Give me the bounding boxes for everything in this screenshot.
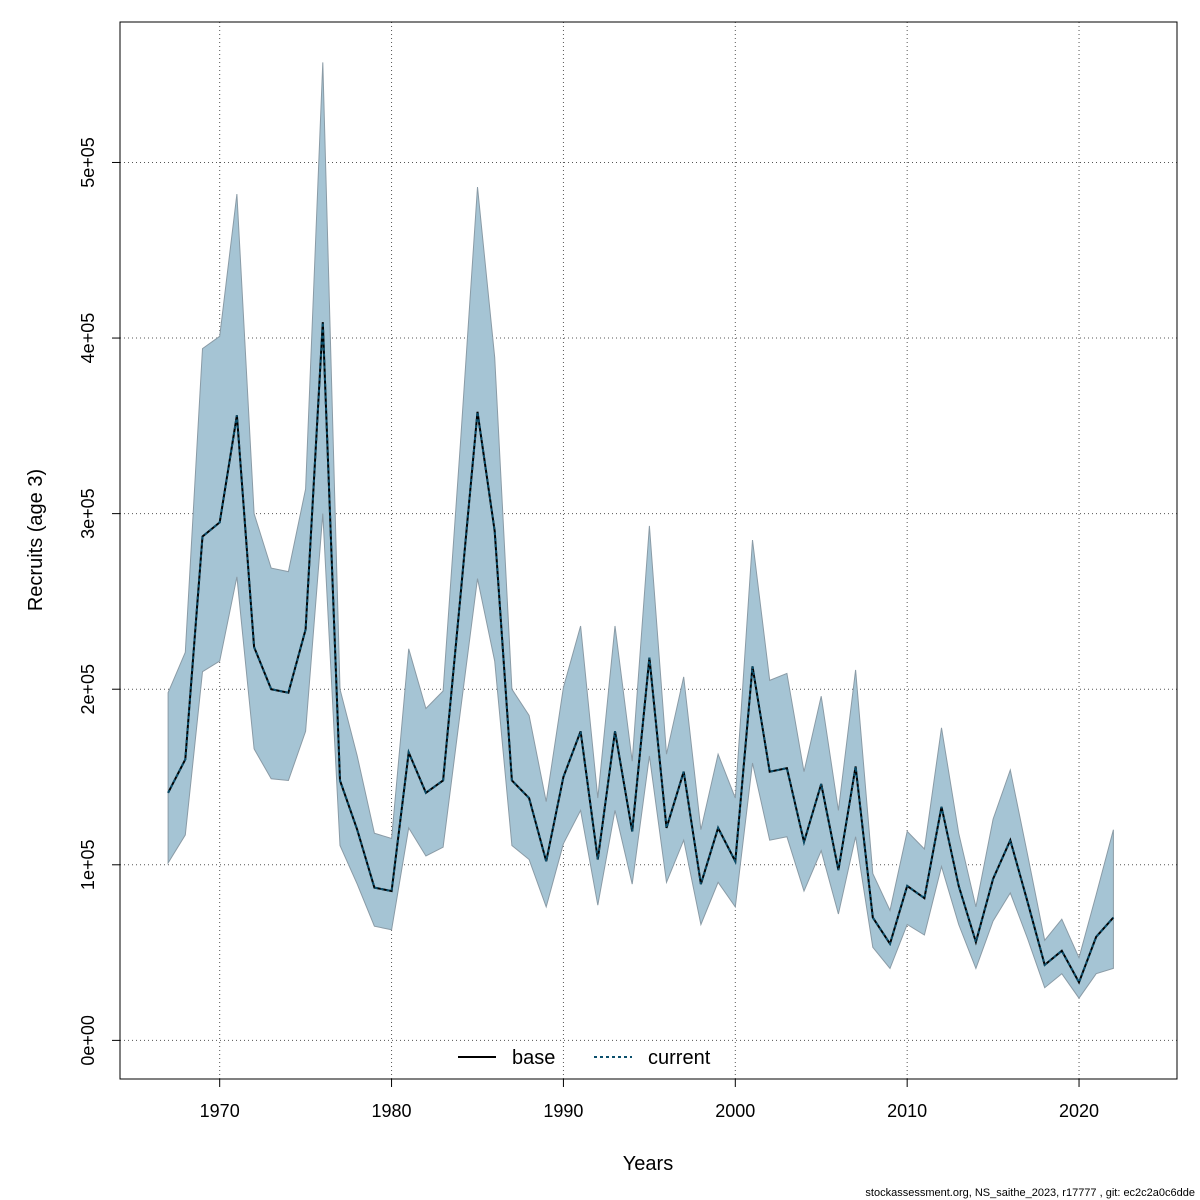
x-tick-label: 2000 bbox=[715, 1101, 755, 1121]
x-axis: 1970 1980 1990 2000 2010 2020 bbox=[200, 1078, 1099, 1121]
y-tick-label: 4e+05 bbox=[78, 313, 98, 364]
x-tick-label: 2020 bbox=[1059, 1101, 1099, 1121]
legend: base current bbox=[458, 1047, 711, 1069]
y-tick-label: 0e+00 bbox=[78, 1015, 98, 1066]
y-axis: 0e+00 1e+05 2e+05 3e+05 4e+05 5e+05 bbox=[78, 137, 121, 1066]
y-tick-label: 5e+05 bbox=[78, 137, 98, 188]
series-lines bbox=[167, 322, 1115, 985]
x-axis-title: Years bbox=[623, 1153, 673, 1175]
x-tick-label: 1990 bbox=[543, 1101, 583, 1121]
series-line-current bbox=[167, 322, 1115, 985]
y-axis-title: Recruits (age 3) bbox=[25, 469, 47, 611]
y-tick-label: 2e+05 bbox=[78, 664, 98, 715]
confidence-band bbox=[167, 62, 1114, 1000]
legend-label-base: base bbox=[512, 1047, 555, 1069]
y-tick-label: 1e+05 bbox=[78, 840, 98, 891]
x-tick-label: 2010 bbox=[887, 1101, 927, 1121]
x-tick-label: 1970 bbox=[200, 1101, 240, 1121]
legend-label-current: current bbox=[648, 1047, 711, 1069]
footnote: stockassessment.org, NS_saithe_2023, r17… bbox=[865, 1187, 1195, 1199]
x-tick-label: 1980 bbox=[372, 1101, 412, 1121]
y-tick-label: 3e+05 bbox=[78, 488, 98, 539]
